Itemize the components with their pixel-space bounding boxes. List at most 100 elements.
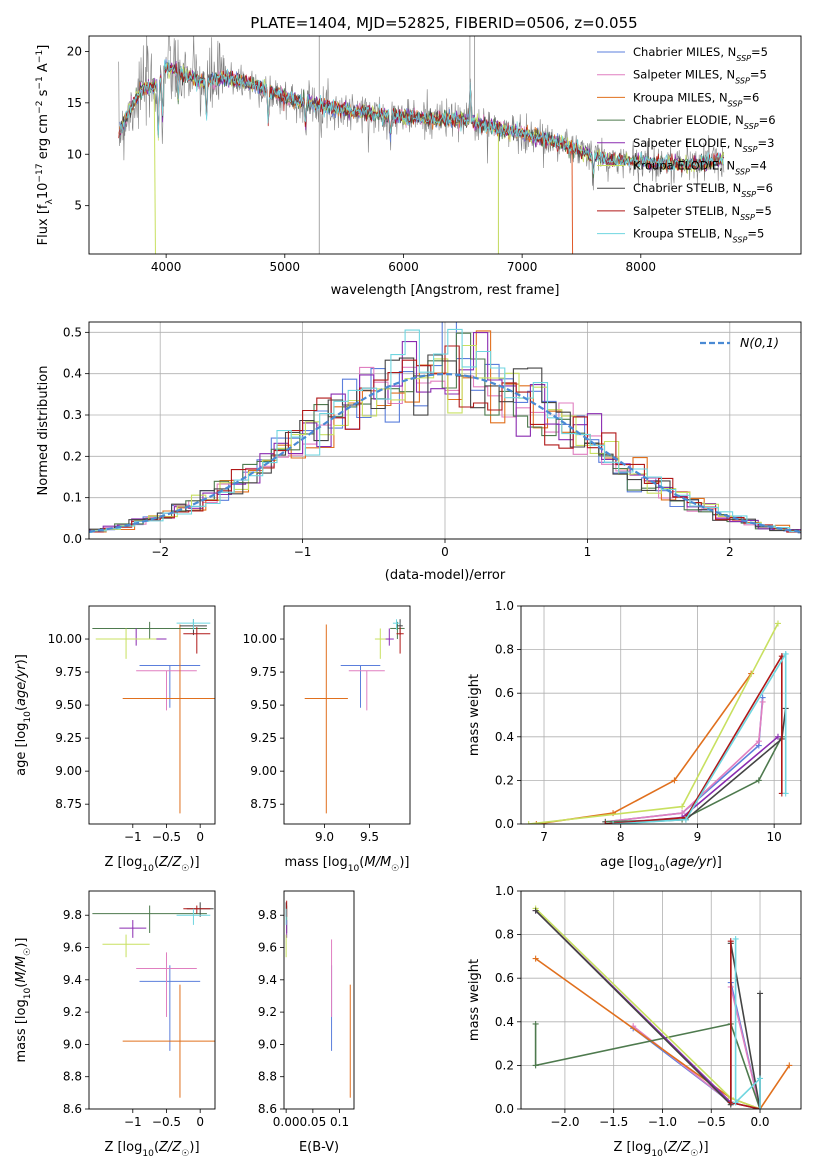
- legend-entry: Chabrier MILES, NSSP=5: [633, 45, 768, 63]
- text-run: Flux [f: [36, 204, 51, 245]
- spectrum-model-line: [119, 59, 724, 175]
- y-tick-label: 0.0: [495, 1102, 514, 1116]
- text-run: age [log: [600, 855, 653, 870]
- x-tick-label: 5000: [270, 260, 301, 274]
- y-tick-label: 0.5: [63, 325, 82, 339]
- weight-point-marker: [774, 733, 781, 740]
- x-tick-label: −1.0: [648, 1115, 677, 1129]
- text-run: λ: [45, 199, 55, 205]
- x-tick-label: 9: [694, 830, 702, 844]
- text-run: )]: [189, 1140, 199, 1155]
- text-run: (: [665, 855, 670, 870]
- plot-area: [285, 900, 351, 1098]
- weight-point-marker: [732, 935, 739, 942]
- text-run: =3: [757, 136, 774, 150]
- x-tick-label: −1: [124, 1115, 142, 1129]
- weight-series-line: [534, 1023, 761, 1109]
- figure-title: PLATE=1404, MJD=52825, FIBERID=0506, z=0…: [250, 14, 637, 32]
- x-tick-label: −2: [151, 545, 169, 559]
- weight-series-line: [613, 651, 787, 824]
- text-run: SSP: [735, 167, 750, 176]
- weight-point-marker: [532, 907, 539, 914]
- text-run: =5: [750, 68, 767, 82]
- x-tick-label: −1.5: [599, 1115, 628, 1129]
- residual-histogram: [89, 345, 801, 533]
- y-axis-label: Normed distribution: [36, 366, 51, 496]
- grid: [521, 890, 801, 1110]
- x-tick-label: 0: [441, 545, 449, 559]
- text-run: =6: [759, 113, 776, 127]
- weight-series-line: [528, 623, 779, 824]
- plot-area: [92, 902, 215, 1098]
- weight-point-marker: [786, 1062, 793, 1069]
- text-run: Chabrier MILES, N: [633, 45, 736, 59]
- x-axis-label: wavelength [Angstrom, rest frame]: [331, 283, 560, 298]
- text-run: ]: [36, 45, 51, 50]
- text-run: Salpeter ELODIE, N: [633, 136, 743, 150]
- y-tick-label: 9.2: [63, 1005, 82, 1019]
- legend-entry: Salpeter STELIB, NSSP=5: [633, 204, 772, 222]
- spectrum-model-dip: [153, 92, 156, 254]
- y-tick-label: 9.8: [258, 908, 277, 922]
- text-run: =5: [751, 45, 768, 59]
- weight-point-marker: [774, 620, 781, 627]
- text-run: )]: [712, 855, 722, 870]
- weight-point-marker: [727, 938, 734, 945]
- grid: [521, 605, 801, 825]
- axes-frame: [88, 605, 216, 825]
- text-run: Chabrier ELODIE, N: [633, 113, 744, 127]
- legend-entry: Salpeter MILES, NSSP=5: [633, 68, 767, 86]
- text-run: M/M: [364, 855, 391, 870]
- y-tick-label: 0.2: [495, 1058, 514, 1072]
- y-tick-label: 0.8: [495, 928, 514, 942]
- weight-series-line: [734, 939, 761, 1109]
- text-run: )]: [14, 654, 29, 664]
- text-run: SSP: [736, 54, 751, 63]
- text-run: Salpeter STELIB, N: [633, 204, 740, 218]
- y-tick-label: 8.6: [258, 1102, 277, 1116]
- y-axis-label: Flux [fλ10−17 erg cm−2 s−1 A−1]: [35, 45, 55, 246]
- panel-mass-vs-Z: −1 −0.5 08.68.89.09.29.49.69.8Z [log10(Z/Z…: [14, 890, 216, 1159]
- weight-point-marker: [757, 1075, 764, 1082]
- text-run: age/yr: [670, 855, 713, 870]
- text-run: )]: [698, 1140, 708, 1155]
- legend-entry: N(0,1): [740, 335, 779, 350]
- panel-spectrum: 4000 5000 6000 7000 8000 5 10 15 20 Chabrier MILE…: [35, 35, 802, 298]
- y-tick-label: 0.0: [495, 817, 514, 831]
- y-tick-label: 0.6: [495, 971, 514, 985]
- axes-frame: [520, 605, 802, 825]
- text-run: 10: [142, 1149, 154, 1159]
- weight-series-line: [535, 907, 761, 1109]
- y-tick-label: 8.75: [55, 797, 82, 811]
- text-run: )]: [14, 938, 29, 948]
- text-run: =4: [750, 159, 767, 173]
- text-run: −1: [35, 76, 45, 89]
- text-run: −2: [35, 101, 45, 114]
- y-tick-label: 9.2: [258, 1005, 277, 1019]
- y-tick-label: 1.0: [495, 599, 514, 613]
- text-run: 10: [23, 711, 33, 723]
- panel-mass-vs-EBV: 0.00 0.05 0.1 8.6 8.8 9.0 9.2 9.4 9.6 9.8 E(B-V): [258, 890, 355, 1155]
- text-run: ☉: [23, 948, 33, 956]
- axes-frame: [88, 890, 216, 1110]
- panel-residuals: −2 −1 0 1 2 0.0 0.1 0.2 0.3 0.4 0.5 N(0,1) (data-mod…: [36, 321, 802, 583]
- y-tick-label: 9.4: [258, 973, 277, 987]
- text-run: Z [log: [613, 1140, 651, 1155]
- text-run: (: [154, 855, 159, 870]
- text-run: Z/Z: [667, 1140, 691, 1155]
- text-run: (: [154, 1140, 159, 1155]
- y-tick-label: 8.8: [63, 1070, 82, 1084]
- y-tick-label: 9.25: [55, 731, 82, 745]
- residual-histogram: [89, 328, 801, 534]
- weight-point-marker: [532, 1020, 539, 1027]
- y-tick-label: 20: [67, 44, 82, 58]
- y-tick-label: 0.0: [63, 532, 82, 546]
- text-run: =5: [747, 227, 764, 241]
- x-axis-label: Z [log10(Z/Z☉)]: [104, 855, 199, 874]
- y-tick-label: 8.75: [250, 797, 277, 811]
- y-tick-label: 9.0: [63, 1037, 82, 1051]
- text-run: mass [log: [285, 855, 348, 870]
